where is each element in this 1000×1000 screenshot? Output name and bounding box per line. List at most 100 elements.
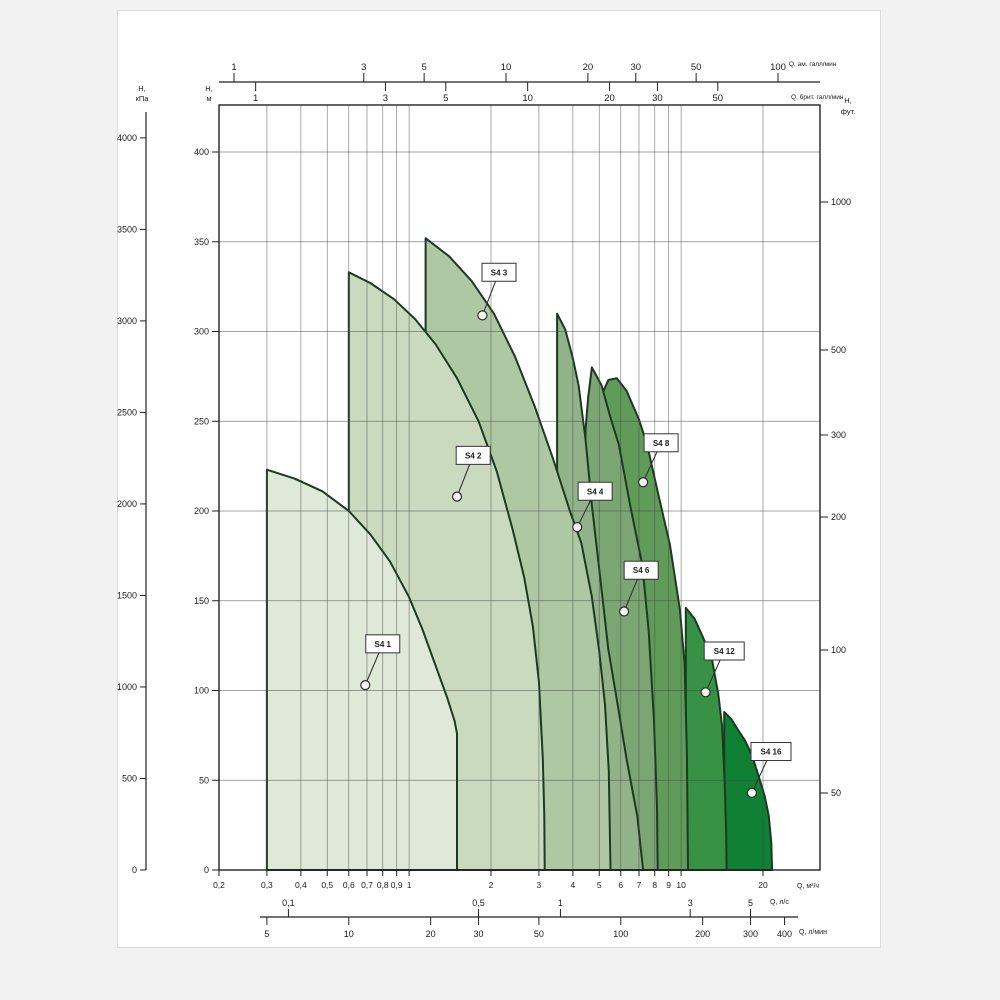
tick-label-ls: 3 xyxy=(688,898,693,908)
tick-label-imp-gpm: 30 xyxy=(652,93,663,104)
callout-box-s4-2 xyxy=(455,445,491,465)
tick-label-lmin: 20 xyxy=(426,929,436,939)
callout-label-s4-8: S4 8 xyxy=(653,439,670,448)
axis-unit-m3h: Q, м³/ч xyxy=(797,883,819,890)
callout-s4-3: S4 3 xyxy=(477,262,517,321)
grid xyxy=(219,105,820,870)
callout-box-s4-3 xyxy=(481,262,517,282)
tick-label-metres: 300 xyxy=(194,327,209,337)
tick-label-kpa: 2500 xyxy=(117,407,137,417)
callout-marker-dot-s4-1 xyxy=(360,680,371,691)
tick-label-m3h: 9 xyxy=(666,880,671,890)
tick-label-us-gpm: 30 xyxy=(631,62,642,73)
tick-label-imp-gpm: 3 xyxy=(383,93,388,104)
callout-s4-6: S4 6 xyxy=(618,560,659,617)
tick-label-feet: 1000 xyxy=(831,197,851,207)
tick-label-feet: 300 xyxy=(831,430,846,440)
tick-label-m3h: 5 xyxy=(597,880,602,890)
tick-label-us-gpm: 3 xyxy=(361,62,366,73)
tick-label-kpa: 1000 xyxy=(117,682,137,692)
tick-label-kpa: 500 xyxy=(122,773,137,783)
tick-label-kpa: 2000 xyxy=(117,499,137,509)
axis-unit-lmin: Q, л/мин xyxy=(799,929,827,936)
tick-label-m3h: 8 xyxy=(652,880,657,890)
tick-label-m3h: 10 xyxy=(676,880,686,890)
axis-bottom-m3h: 0,2 0,3 0,4 0,5 0,6 0,7 0,8 0,9 1 2 3 4 5 6 7 8 9 10 20 Q, … xyxy=(213,870,819,890)
tick-label-m3h: 0,2 xyxy=(213,880,225,890)
tick-label-feet: 100 xyxy=(831,645,846,655)
tick-label-m3h: 0,8 xyxy=(377,880,389,890)
callout-marker-dot-s4-3 xyxy=(477,310,488,321)
region-s4-12 xyxy=(684,606,728,871)
tick-label-imp-gpm: 50 xyxy=(712,93,723,104)
callout-marker-dot-s4-16 xyxy=(746,787,757,798)
tick-label-m3h: 6 xyxy=(618,880,623,890)
tick-label-lmin: 5 xyxy=(264,929,269,939)
callout-marker-dot-s4-4 xyxy=(572,522,583,533)
tick-label-metres: 350 xyxy=(194,237,209,247)
tick-label-metres: 200 xyxy=(194,506,209,516)
axis-right-feet: 1000 500 300 200 100 50 H, фут. xyxy=(820,96,855,798)
tick-label-lmin: 50 xyxy=(534,929,544,939)
tick-label-feet: 50 xyxy=(831,788,841,798)
plot-border xyxy=(218,104,821,871)
callout-marker-dot-s4-12 xyxy=(700,687,711,698)
callout-label-s4-4: S4 4 xyxy=(587,487,604,496)
tick-label-m3h: 3 xyxy=(537,880,542,890)
tick-label-kpa: 4000 xyxy=(117,133,137,143)
callout-label-s4-3: S4 3 xyxy=(491,268,508,277)
tick-label-kpa: 3500 xyxy=(117,224,137,234)
axis-unit-ls: Q, л/с xyxy=(770,899,789,906)
tick-label-m3h: 0,6 xyxy=(343,880,355,890)
tick-label-m3h: 1 xyxy=(407,880,412,890)
tick-label-m3h: 4 xyxy=(571,880,576,890)
axis-top-gallons: 1 3 5 10 20 30 50 100 1 3 5 10 20 30 50 Q, ам. галл/мин… xyxy=(219,61,844,104)
axis-unit-kpa: кПа xyxy=(136,94,150,103)
callout-box-s4-6 xyxy=(623,560,659,580)
callout-s4-16: S4 16 xyxy=(746,742,792,798)
tick-label-imp-gpm: 1 xyxy=(253,93,258,104)
tick-label-imp-gpm: 20 xyxy=(604,93,615,104)
callout-marker-dot-s4-6 xyxy=(618,606,630,617)
callout-marker-dot-s4-2 xyxy=(451,491,463,502)
callout-s4-8: S4 8 xyxy=(638,433,679,488)
tick-label-feet: 500 xyxy=(831,345,846,355)
tick-label-lmin: 200 xyxy=(695,929,710,939)
tick-label-ls: 0,1 xyxy=(282,898,295,908)
tick-label-ls: 0,5 xyxy=(472,898,485,908)
tick-label-lmin: 400 xyxy=(777,929,792,939)
callout-label-s4-6: S4 6 xyxy=(633,566,650,575)
tick-label-m3h: 7 xyxy=(637,880,642,890)
tick-label-metres: 0 xyxy=(204,865,209,875)
tick-label-us-gpm: 1 xyxy=(231,62,236,73)
tick-label-m3h: 0,4 xyxy=(295,880,307,890)
callout-box-s4-8 xyxy=(643,433,679,453)
tick-label-metres: 50 xyxy=(199,775,209,785)
tick-label-lmin: 10 xyxy=(344,929,354,939)
callout-box-s4-12 xyxy=(703,641,745,661)
tick-label-imp-gpm: 10 xyxy=(522,93,533,104)
callout-label-s4-2: S4 2 xyxy=(465,451,482,460)
tick-label-m3h: 0,3 xyxy=(261,880,273,890)
axis-unit-feet: H, xyxy=(844,96,852,105)
axis-left-kpa: 4000 3500 3000 2500 2000 1500 1000 500 0 H,кПа xyxy=(117,84,149,875)
axis-unit-metres: H, xyxy=(205,84,213,93)
tick-label-us-gpm: 10 xyxy=(501,62,512,73)
tick-label-kpa: 3000 xyxy=(117,316,137,326)
tick-label-us-gpm: 50 xyxy=(691,62,702,73)
tick-label-kpa: 0 xyxy=(132,865,137,875)
callout-box-s4-16 xyxy=(750,742,792,762)
tick-label-m3h: 0,5 xyxy=(321,880,333,890)
axis-bottom-litres: 0,1 0,5 1 3 5 Q, л/с 5 10 20 30 50 100 200 300 400 Q, л… xyxy=(260,898,827,939)
callout-box-s4-4 xyxy=(577,481,613,501)
axis-unit-kpa: H, xyxy=(138,84,146,93)
callout-s4-4: S4 4 xyxy=(572,481,613,533)
callout-label-s4-12: S4 12 xyxy=(714,647,735,656)
callout-s4-2: S4 2 xyxy=(451,445,491,502)
pump-regions xyxy=(265,237,774,871)
tick-label-m3h: 0,7 xyxy=(361,880,373,890)
tick-label-kpa: 1500 xyxy=(117,590,137,600)
tick-label-m3h: 20 xyxy=(758,880,768,890)
callout-s4-12: S4 12 xyxy=(700,641,745,698)
tick-label-us-gpm: 100 xyxy=(770,62,786,73)
